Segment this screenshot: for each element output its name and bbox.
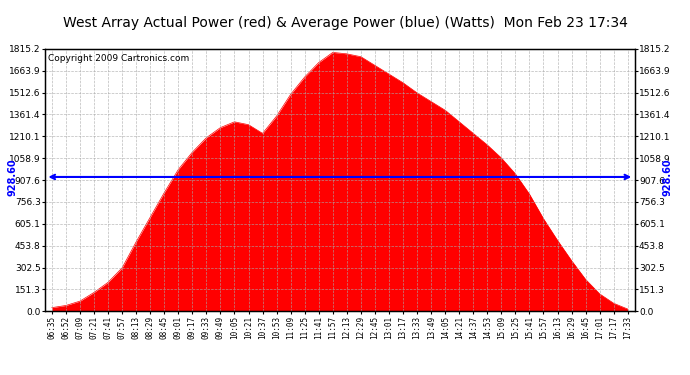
Text: Copyright 2009 Cartronics.com: Copyright 2009 Cartronics.com: [48, 54, 189, 63]
Text: 928.60: 928.60: [8, 158, 17, 196]
Text: 928.60: 928.60: [662, 158, 672, 196]
Text: West Array Actual Power (red) & Average Power (blue) (Watts)  Mon Feb 23 17:34: West Array Actual Power (red) & Average …: [63, 15, 627, 30]
